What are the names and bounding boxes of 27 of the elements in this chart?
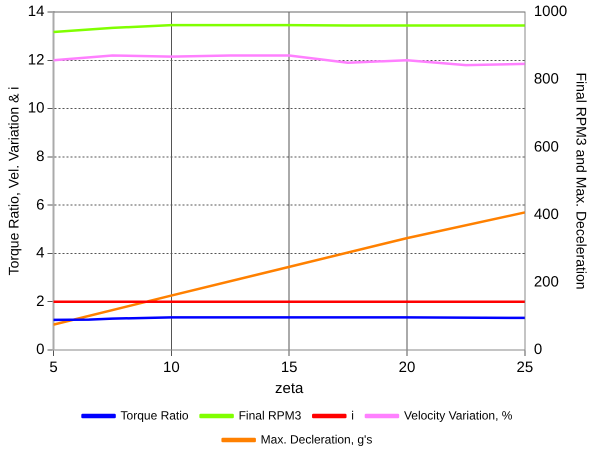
x-tick-label: 25 xyxy=(516,359,534,376)
legend-label: Final RPM3 xyxy=(238,408,302,422)
y2-tick-label: 800 xyxy=(534,70,559,88)
x-axis-title: zeta xyxy=(274,380,304,398)
y-tick-label: 2 xyxy=(36,292,44,310)
y-axis-title: Torque Ratio, Vel. Variation & i xyxy=(5,86,22,276)
y-tick-label: 14 xyxy=(28,3,44,20)
legend-label: Torque Ratio xyxy=(120,408,189,422)
y2-tick-label: 400 xyxy=(534,206,559,223)
y-tick-label: 8 xyxy=(36,148,44,165)
y-tick-label: 6 xyxy=(36,196,44,214)
y-tick-label: 4 xyxy=(36,244,44,262)
legend-label: Velocity Variation, % xyxy=(404,408,513,422)
y2-tick-label: 600 xyxy=(534,138,559,156)
legend-label: Max. Decleration, g's xyxy=(260,432,372,446)
x-tick-label: 10 xyxy=(162,359,180,376)
legend-label: i xyxy=(351,408,354,422)
x-tick-label: 20 xyxy=(398,359,416,376)
y2-tick-label: 200 xyxy=(534,274,559,291)
y-tick-label: 10 xyxy=(28,100,44,117)
y2-axis-title: Final RPM3 and Max. Deceleration xyxy=(574,72,590,290)
y-tick-label: 0 xyxy=(36,341,44,358)
y2-tick-label: 1000 xyxy=(534,3,568,20)
y2-tick-label: 0 xyxy=(534,341,542,358)
x-tick-label: 5 xyxy=(49,359,58,376)
y-tick-label: 12 xyxy=(28,51,44,68)
x-tick-label: 15 xyxy=(280,359,298,376)
